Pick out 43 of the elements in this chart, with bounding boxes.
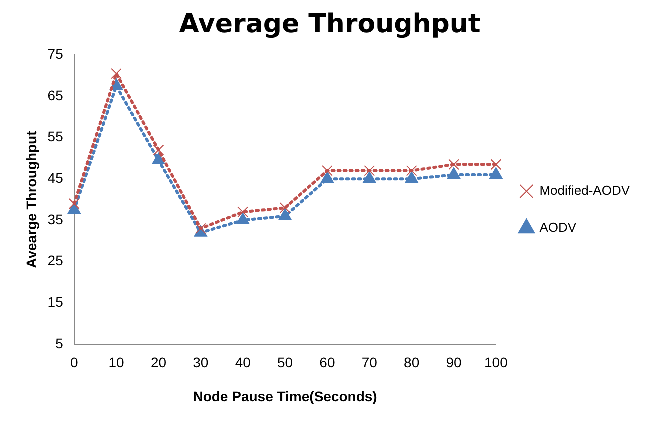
point	[405, 172, 418, 184]
x-tick-label: 100	[484, 354, 508, 371]
y-tick-label: 5	[56, 335, 64, 352]
x-tick-label: 90	[446, 354, 462, 371]
point	[406, 165, 418, 176]
point	[111, 68, 122, 80]
legend-label: AODV	[540, 220, 577, 236]
point	[195, 223, 206, 234]
point	[68, 198, 80, 210]
y-tick-label: 65	[48, 87, 64, 104]
y-tick-label: 35	[48, 211, 64, 228]
x-tick-label: 40	[235, 354, 252, 371]
x-tick-label: 80	[404, 354, 420, 371]
x-tick-label: 30	[193, 354, 209, 371]
x-tick-label: 70	[362, 354, 378, 371]
point	[236, 212, 250, 224]
legend-label: Modified-AODV	[540, 183, 630, 198]
y-tick-label: 15	[48, 294, 64, 310]
point	[322, 165, 333, 176]
x-tick-label: 0	[70, 354, 78, 371]
x-axis-title: Node Pause Time(Seconds)	[193, 388, 378, 404]
x-tick-label: 10	[108, 354, 125, 371]
y-tick-label: 25	[48, 252, 64, 269]
point	[490, 168, 503, 180]
point	[238, 206, 249, 218]
x-tick-label: 60	[320, 354, 336, 371]
point	[278, 208, 292, 220]
point	[364, 165, 376, 176]
x-tick-label: 50	[277, 354, 294, 371]
y-tick-label: 75	[48, 46, 64, 62]
x-tick-label: 20	[150, 354, 167, 371]
point	[447, 168, 461, 180]
y-tick-label: 55	[48, 128, 64, 145]
point	[490, 159, 502, 170]
y-axis-title: Avearge Throughput	[23, 130, 40, 268]
point	[280, 202, 291, 214]
point	[153, 144, 164, 156]
point	[152, 153, 166, 165]
point	[320, 172, 334, 184]
chart-title: Average Throughput	[179, 9, 481, 40]
y-tick-label: 45	[48, 170, 64, 186]
point	[363, 172, 376, 184]
point	[448, 159, 460, 170]
